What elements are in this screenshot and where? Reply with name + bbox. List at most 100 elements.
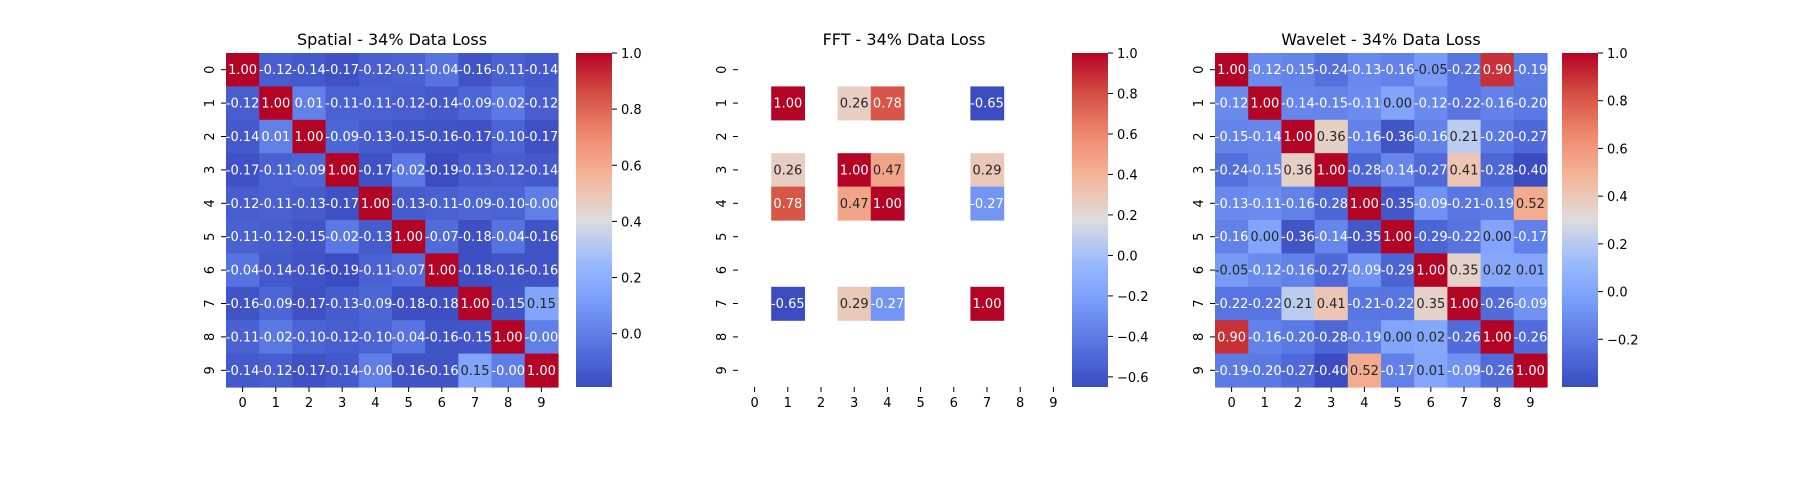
heatmap-cell: [1215, 86, 1249, 121]
cell-value-label: 1.00: [973, 297, 1002, 312]
cell-value-label: -0.14: [226, 364, 260, 379]
heatmap-cell: [425, 153, 459, 188]
cell-value-label: -0.28: [1348, 163, 1382, 178]
cell-value-label: -0.17: [292, 364, 326, 379]
heatmap-cell: [1414, 320, 1448, 355]
cell-value-label: -0.11: [259, 163, 293, 178]
cell-value-label: -0.14: [292, 63, 326, 78]
cell-value-label: -0.16: [1281, 197, 1315, 212]
x-tick-label: 4: [1360, 396, 1368, 411]
y-tick-label: 0: [715, 66, 730, 74]
cell-value-label: 0.78: [873, 97, 902, 112]
cell-value-label: 1.00: [494, 330, 523, 345]
cell-value-label: -0.02: [259, 330, 293, 345]
colorbar-tick-label: 0.2: [1117, 209, 1138, 224]
heatmap-cell: [1215, 119, 1249, 154]
heatmap-cell: [1480, 320, 1515, 355]
cell-value-label: -0.07: [392, 264, 426, 279]
heatmap-cell: [458, 353, 493, 388]
cell-value-label: 0.41: [1450, 163, 1479, 178]
heatmap-cell: [1215, 286, 1249, 321]
cell-value-label: -0.18: [425, 297, 459, 312]
x-tick-label: 8: [1016, 396, 1024, 411]
cell-value-label: 1.00: [1317, 163, 1346, 178]
cell-value-label: -0.16: [1381, 63, 1415, 78]
cell-value-label: -0.11: [226, 330, 260, 345]
heatmap-cell: [1480, 253, 1515, 288]
heatmap-cell: [226, 119, 260, 154]
heatmap-cell: [392, 153, 426, 188]
y-tick-label: 2: [1192, 132, 1207, 140]
colorbar-tick-label: 0.8: [1117, 87, 1138, 102]
cell-value-label: -0.24: [1314, 63, 1348, 78]
heatmap-cell: [392, 320, 426, 355]
y-tick-label: 0: [1192, 66, 1207, 74]
y-tick-label: 5: [203, 233, 218, 241]
heatmap-cell: [325, 220, 360, 254]
cell-value-label: -0.16: [1281, 264, 1315, 279]
cell-value-label: -0.21: [1447, 197, 1481, 212]
heatmap-cell: [1347, 53, 1382, 87]
cell-value-label: -0.17: [525, 130, 559, 145]
cell-value-label: -0.14: [425, 97, 459, 112]
heatmap-cell: [1414, 353, 1448, 388]
heatmap-cell: [1281, 353, 1316, 388]
cell-value-label: 0.47: [840, 197, 869, 212]
y-tick-label: 9: [715, 366, 730, 374]
x-tick-label: 9: [537, 396, 545, 411]
heatmap-cell: [1381, 153, 1415, 188]
heatmap-cell: [358, 286, 393, 321]
cell-value-label: 0.47: [873, 163, 902, 178]
cell-value-label: -0.29: [1381, 264, 1415, 279]
cell-value-label: 0.01: [261, 130, 290, 145]
cell-value-label: -0.16: [1480, 97, 1514, 112]
heatmap-cell: [1513, 253, 1548, 288]
colorbar-tick-label: −0.2: [1607, 333, 1639, 348]
cell-value-label: -0.04: [491, 230, 525, 245]
cell-value-label: -0.17: [1381, 364, 1415, 379]
x-tick-label: 7: [983, 396, 991, 411]
colorbar-tick-label: 0.8: [1607, 95, 1628, 110]
y-tick-label: 6: [1192, 266, 1207, 274]
heatmap-cell: [226, 186, 260, 221]
cell-value-label: -0.19: [1514, 63, 1548, 78]
cell-value-label: -0.22: [1447, 97, 1481, 112]
cell-value-label: -0.13: [1348, 63, 1382, 78]
heatmap-cell: [491, 286, 526, 321]
x-tick-label: 7: [1460, 396, 1468, 411]
heatmap-cell: [1414, 53, 1448, 87]
y-tick-label: 8: [203, 333, 218, 341]
heatmap-cell: [1513, 286, 1548, 321]
x-tick-label: 8: [1493, 396, 1501, 411]
heatmap-cell: [1215, 353, 1249, 388]
cell-value-label: -0.15: [392, 130, 426, 145]
cell-value-label: -0.11: [325, 97, 359, 112]
heatmap-cell: [1314, 253, 1349, 288]
heatmap-cell: [425, 53, 459, 87]
cell-value-label: -0.22: [1215, 297, 1249, 312]
cell-value-label: 0.36: [1284, 163, 1313, 178]
cell-value-label: -0.11: [1348, 97, 1382, 112]
colorbar-tick-label: 0.6: [621, 159, 642, 174]
cell-value-label: -0.17: [1514, 230, 1548, 245]
cell-value-label: -0.16: [392, 364, 426, 379]
cell-value-label: -0.35: [1381, 197, 1415, 212]
heatmap-cell: [1215, 320, 1249, 355]
cell-value-label: -0.29: [1414, 230, 1448, 245]
heatmap-cell: [1281, 86, 1316, 121]
cell-value-label: -0.10: [292, 330, 326, 345]
cell-value-label: -0.36: [1381, 130, 1415, 145]
heatmap-cell: [1347, 286, 1382, 321]
x-tick-label: 5: [916, 396, 924, 411]
heatmap-cell: [1480, 286, 1515, 321]
x-tick-label: 0: [1227, 396, 1235, 411]
cell-value-label: 1.00: [228, 63, 257, 78]
heatmap-cell: [1480, 153, 1515, 188]
cell-value-label: -0.27: [871, 297, 905, 312]
cell-value-label: -0.00: [359, 364, 393, 379]
cell-value-label: -0.28: [1480, 163, 1514, 178]
cell-value-label: 0.41: [1317, 297, 1346, 312]
y-tick-label: 4: [1192, 199, 1207, 207]
y-tick-label: 8: [715, 333, 730, 341]
